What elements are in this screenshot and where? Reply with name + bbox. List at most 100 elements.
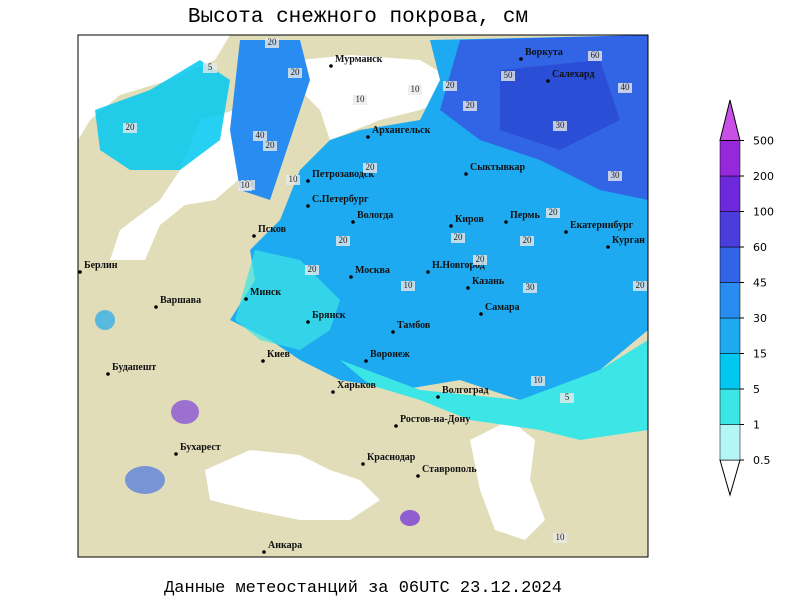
city-dot [252, 234, 256, 238]
city-label: Брянск [312, 310, 346, 321]
station-box [286, 175, 300, 185]
city-dot [546, 79, 550, 83]
station-box [553, 533, 567, 543]
station-box [546, 208, 560, 218]
city-dot [154, 305, 158, 309]
station-value: 60 [591, 50, 601, 60]
legend-swatch [719, 424, 741, 461]
station-value: 20 [466, 100, 476, 110]
city-dot [351, 220, 355, 224]
station-box [588, 51, 602, 61]
city-label: Варшава [160, 295, 201, 306]
city-dot [519, 57, 523, 61]
station-value: 20 [268, 37, 278, 47]
legend-swatch [719, 353, 741, 390]
station-box [451, 233, 465, 243]
station-box [288, 68, 302, 78]
city-label: Краснодар [367, 452, 416, 463]
legend-swatch [719, 317, 741, 354]
snow-area [500, 60, 620, 150]
city-dot [329, 64, 333, 68]
city-label: Екатеринбург [570, 220, 634, 231]
station-value: 10 [289, 174, 299, 184]
snow-area [95, 60, 230, 170]
station-value: 5 [208, 62, 213, 72]
city-dot [564, 230, 568, 234]
city-label: Бухарест [180, 442, 221, 453]
map-frame [77, 34, 649, 558]
station-value: 20 [266, 140, 276, 150]
legend-swatch [719, 140, 741, 177]
city-dot [306, 204, 310, 208]
legend-swatch [719, 175, 741, 212]
station-value: 30 [611, 170, 621, 180]
station-box [123, 123, 137, 133]
city-dot [394, 424, 398, 428]
city-label: Анкара [268, 540, 302, 551]
snow-area [171, 400, 199, 424]
legend-swatch [719, 211, 741, 248]
city-label: С.Петербург [312, 194, 369, 205]
station-value: 20 [126, 122, 136, 132]
city-dot [78, 270, 82, 274]
station-box [263, 141, 277, 151]
city-dot [364, 359, 368, 363]
station-box [305, 265, 319, 275]
legend-arrow-low [719, 459, 741, 497]
city-dot [306, 179, 310, 183]
city-label: Курган [612, 235, 645, 246]
legend-label: 0.5 [753, 454, 771, 467]
city-dot [306, 320, 310, 324]
station-value: 30 [526, 282, 536, 292]
city-dot [106, 372, 110, 376]
station-value: 10 [404, 280, 414, 290]
snow-area [340, 340, 648, 440]
station-value: 50 [504, 70, 514, 80]
city-dot [391, 330, 395, 334]
legend-label: 1 [753, 419, 760, 432]
city-label: Киев [267, 349, 290, 360]
legend-label: 100 [753, 206, 774, 219]
city-dot [416, 474, 420, 478]
legend-label: 5 [753, 383, 760, 396]
legend-label: 45 [753, 277, 767, 290]
station-value: 10 [356, 94, 366, 104]
city-label: Берлин [84, 260, 118, 271]
legend-label: 60 [753, 241, 767, 254]
city-label: Волгоград [442, 385, 489, 396]
station-box [408, 85, 422, 95]
station-value: 20 [523, 235, 533, 245]
sea [470, 420, 545, 540]
city-label: Салехард [552, 69, 595, 80]
station-box [353, 95, 367, 105]
city-dot [466, 286, 470, 290]
sea [300, 55, 470, 140]
sea [110, 110, 260, 260]
station-value: 30 [556, 120, 566, 130]
city-label: Минск [250, 287, 281, 298]
legend-label: 500 [753, 135, 774, 148]
legend-swatch [719, 246, 741, 283]
city-label: Воронеж [370, 349, 410, 360]
station-value: 20 [636, 280, 646, 290]
station-value: 20 [476, 254, 486, 264]
city-dot [331, 390, 335, 394]
station-box [501, 71, 515, 81]
station-box [520, 236, 534, 246]
city-dot [261, 359, 265, 363]
station-box [560, 393, 574, 403]
station-value: 40 [621, 82, 631, 92]
city-dot [504, 220, 508, 224]
sea [205, 450, 380, 520]
city-label: Вологда [357, 210, 393, 221]
city-label: Казань [472, 276, 505, 287]
title: Высота снежного покрова, см [188, 6, 528, 29]
city-label: Пермь [510, 210, 540, 221]
city-dot [366, 135, 370, 139]
station-value: 10 [411, 84, 421, 94]
station-value: 10 [241, 180, 251, 190]
city-dot [349, 275, 353, 279]
station-box [265, 38, 279, 48]
station-box [608, 171, 622, 181]
snow-area [125, 466, 165, 494]
